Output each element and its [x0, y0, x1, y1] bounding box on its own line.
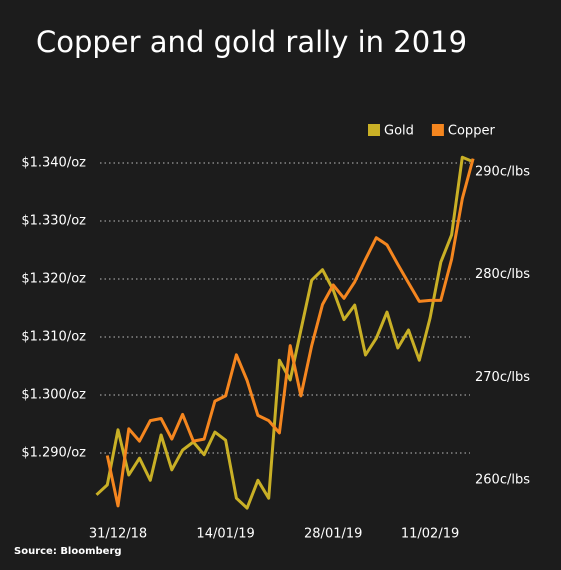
- source: Source: Bloomberg: [14, 546, 122, 557]
- x-tick-label: 14/01/19: [196, 527, 254, 542]
- y-tick-label: $1.290/oz: [21, 446, 86, 461]
- x-tick-label: 31/12/18: [89, 527, 147, 542]
- y2-tick-label: 280c/lbs: [475, 267, 530, 282]
- y2-tick-label: 260c/lbs: [475, 473, 530, 488]
- y-tick-label: $1.310/oz: [21, 330, 86, 345]
- series-line: [95, 155, 474, 510]
- x-tick-label: 11/02/19: [401, 527, 459, 542]
- chart-title: Copper and gold rally in 2019: [36, 25, 467, 59]
- y2-tick-label: 270c/lbs: [475, 370, 530, 385]
- y-tick-label: $1.340/oz: [21, 156, 86, 171]
- legend-label: Gold: [384, 124, 414, 139]
- y2-tick-label: 290c/lbs: [475, 164, 530, 179]
- x-tick-label: 28/01/19: [304, 527, 362, 542]
- series-line: [105, 158, 475, 508]
- y-tick-label: $1.300/oz: [21, 388, 86, 403]
- legend-label: Copper: [448, 124, 496, 139]
- y-tick-label: $1.320/oz: [21, 272, 86, 287]
- legend-swatch: [368, 124, 380, 136]
- y-tick-label: $1.330/oz: [21, 214, 86, 229]
- legend-swatch: [431, 124, 444, 136]
